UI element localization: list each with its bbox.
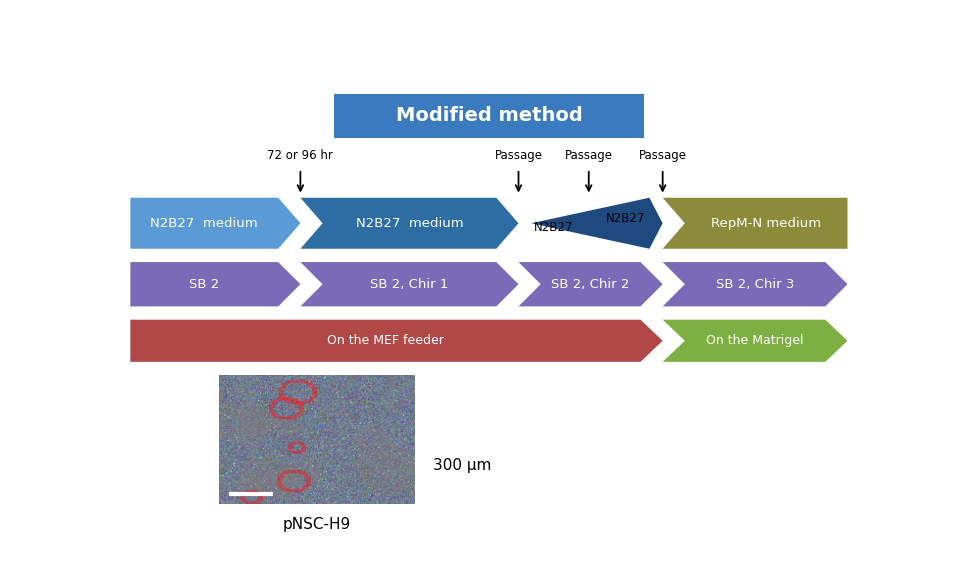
Text: SB 2: SB 2 xyxy=(189,278,219,291)
Polygon shape xyxy=(300,198,518,249)
Text: pNSC-H9: pNSC-H9 xyxy=(283,517,351,532)
Text: On the MEF feeder: On the MEF feeder xyxy=(327,334,443,347)
Text: RepM-N medium: RepM-N medium xyxy=(710,217,821,230)
Polygon shape xyxy=(131,320,662,362)
Polygon shape xyxy=(518,262,662,306)
Text: N2B27: N2B27 xyxy=(605,213,645,225)
Text: 300 μm: 300 μm xyxy=(433,458,492,473)
Text: SB 2, Chir 2: SB 2, Chir 2 xyxy=(551,278,629,291)
Polygon shape xyxy=(662,198,846,249)
Text: SB 2, Chir 3: SB 2, Chir 3 xyxy=(715,278,794,291)
FancyBboxPatch shape xyxy=(334,93,643,138)
Text: SB 2, Chir 1: SB 2, Chir 1 xyxy=(370,278,448,291)
Text: 72 or 96 hr: 72 or 96 hr xyxy=(267,149,333,162)
Polygon shape xyxy=(531,198,662,249)
Text: N2B27  medium: N2B27 medium xyxy=(355,217,463,230)
Polygon shape xyxy=(131,262,300,306)
Polygon shape xyxy=(300,262,518,306)
Text: N2B27: N2B27 xyxy=(534,221,573,234)
Text: N2B27  medium: N2B27 medium xyxy=(151,217,258,230)
Polygon shape xyxy=(131,198,300,249)
Text: Passage: Passage xyxy=(638,149,686,162)
Text: Passage: Passage xyxy=(564,149,612,162)
Polygon shape xyxy=(662,320,846,362)
Text: Passage: Passage xyxy=(494,149,542,162)
Text: On the Matrigel: On the Matrigel xyxy=(705,334,803,347)
Polygon shape xyxy=(662,262,846,306)
Text: Modified method: Modified method xyxy=(395,106,581,125)
